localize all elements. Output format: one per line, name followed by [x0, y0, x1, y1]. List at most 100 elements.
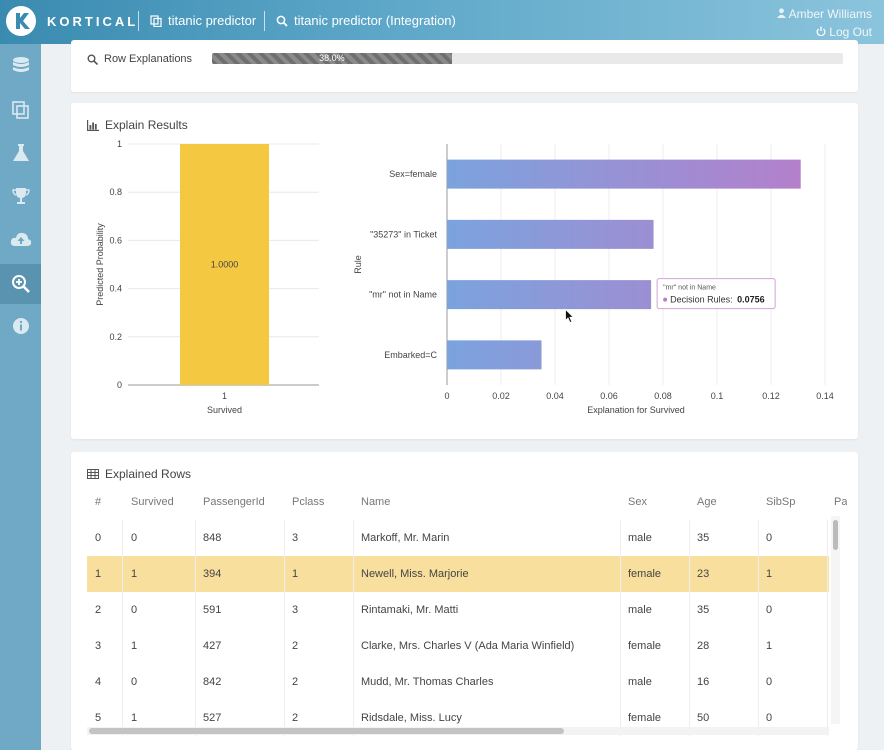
table-cell: 0	[766, 532, 773, 544]
column-header[interactable]: PassengerId	[203, 496, 265, 508]
crumb-separator	[138, 11, 139, 31]
table-cell: 28	[697, 640, 710, 652]
rule-x-tick-label: 0.1	[711, 391, 724, 401]
table-cell: 0	[131, 604, 138, 616]
column-header[interactable]: #	[95, 496, 102, 508]
table-cell: Clarke, Mrs. Charles V (Ada Maria Winfie…	[361, 640, 575, 652]
kortical-logo-icon[interactable]	[6, 6, 36, 36]
column-divider	[758, 700, 759, 736]
table-cell: 427	[203, 640, 222, 652]
sidebar-item-explain[interactable]	[0, 264, 41, 304]
row-explanations-card	[71, 40, 858, 92]
table-cell: 3	[292, 532, 299, 544]
column-divider	[122, 700, 123, 736]
rule-y-tick-label: "35273" in Ticket	[370, 229, 437, 239]
column-divider	[758, 664, 759, 700]
sidebar-item-leaderboard[interactable]	[0, 176, 41, 216]
table-cell: 0	[766, 712, 773, 724]
table-row[interactable]: 1 1 394 1 Newell, Miss. Marjorie female 23 1	[87, 556, 829, 592]
column-divider	[284, 520, 285, 556]
column-divider	[195, 592, 196, 628]
search-icon	[87, 54, 98, 65]
flask-icon	[12, 144, 29, 161]
prob-y-tick-label: 0.4	[109, 284, 122, 294]
row-explanations-label: Row Explanations	[104, 53, 193, 65]
column-divider	[195, 520, 196, 556]
column-divider	[353, 556, 354, 592]
user-menu: Amber Williams Log Out	[776, 6, 872, 41]
sidebar-item-deploy[interactable]	[0, 219, 41, 259]
logout-label: Log Out	[829, 25, 872, 39]
table-cell: female	[628, 712, 662, 724]
rule-x-tick-label: 0.12	[762, 391, 780, 401]
user-name: Amber Williams	[788, 7, 872, 21]
progress-label: 38.0%	[319, 53, 345, 63]
sidebar-item-experiments[interactable]	[0, 133, 41, 173]
table-cell: 2	[95, 604, 102, 616]
table-cell: male	[628, 532, 652, 544]
column-divider	[827, 700, 828, 736]
table-cell: 0	[766, 604, 773, 616]
column-header[interactable]: Age	[697, 496, 717, 508]
vertical-scroll-thumb[interactable]	[833, 520, 838, 550]
copy-icon	[150, 14, 162, 27]
column-header[interactable]: Sex	[628, 496, 647, 508]
column-divider	[195, 664, 196, 700]
table-row[interactable]: 2 0 591 3 Rintamaki, Mr. Matti male 35 0	[87, 592, 829, 628]
column-divider	[620, 664, 621, 700]
explain-results-title: Explain Results	[105, 118, 188, 132]
table-row[interactable]: 5 1 527 2 Ridsdale, Miss. Lucy female 50 0	[87, 700, 829, 736]
table-cell: male	[628, 604, 652, 616]
table-cell: 3	[292, 604, 299, 616]
breadcrumb-integration[interactable]: titanic predictor (Integration)	[276, 13, 456, 28]
rule-bar	[447, 159, 801, 189]
table-cell: 394	[203, 568, 222, 580]
prob-y-tick-label: 0.2	[109, 332, 122, 342]
column-header[interactable]: SibSp	[766, 496, 796, 508]
column-divider	[758, 520, 759, 556]
rule-explanation-chart: 0 0.02 0.04 0.06 0.08 0.1 0.12 0.14 Sex=female "3…	[353, 144, 834, 415]
column-header[interactable]: Pa	[834, 496, 848, 508]
table-row[interactable]: 3 1 427 2 Clarke, Mrs. Charles V (Ada Maria …	[87, 628, 829, 664]
column-divider	[758, 628, 759, 664]
table-cell: Rintamaki, Mr. Matti	[361, 604, 459, 616]
column-header[interactable]: Pclass	[292, 496, 325, 508]
column-header[interactable]: Survived	[131, 496, 174, 508]
horizontal-scrollbar[interactable]	[87, 727, 829, 735]
table-cell: 16	[697, 676, 710, 688]
breadcrumb-project[interactable]: titanic predictor	[150, 13, 256, 28]
cloud-upload-icon	[10, 232, 31, 246]
brand-name[interactable]: KORTICAL	[47, 14, 139, 29]
info-icon	[12, 318, 29, 334]
sidebar-item-info[interactable]	[0, 306, 41, 346]
column-divider	[353, 628, 354, 664]
column-divider	[758, 556, 759, 592]
table-cell: 23	[697, 568, 710, 580]
table-row[interactable]: 0 0 848 3 Markoff, Mr. Marin male 35 0	[87, 520, 829, 556]
sidebar-item-projects[interactable]	[0, 90, 41, 130]
trophy-icon	[11, 188, 30, 204]
column-divider	[353, 700, 354, 736]
table-cell: 35	[697, 604, 710, 616]
prob-y-axis-label: Predicted Probability	[95, 223, 105, 306]
sidebar-item-data[interactable]	[0, 46, 41, 86]
column-header[interactable]: Name	[361, 496, 391, 508]
column-divider	[353, 592, 354, 628]
table-cell: 2	[292, 640, 299, 652]
column-divider	[353, 664, 354, 700]
horizontal-scroll-thumb[interactable]	[89, 728, 564, 734]
rule-y-tick-label: Embarked=C	[384, 350, 437, 360]
logout-button[interactable]: Log Out	[777, 24, 872, 41]
progress-fill: 38.0%	[212, 53, 452, 64]
table-row[interactable]: 4 0 842 2 Mudd, Mr. Thomas Charles male 16 0	[87, 664, 829, 700]
user-name-row[interactable]: Amber Williams	[776, 6, 872, 23]
rule-x-tick-label: 0.04	[546, 391, 564, 401]
column-divider	[122, 520, 123, 556]
table-cell: 0	[131, 676, 138, 688]
column-divider	[827, 664, 828, 700]
rule-x-tick-label: 0.14	[816, 391, 834, 401]
search-plus-icon	[11, 275, 30, 293]
column-divider	[620, 520, 621, 556]
column-divider	[284, 556, 285, 592]
vertical-scrollbar[interactable]	[831, 516, 840, 724]
